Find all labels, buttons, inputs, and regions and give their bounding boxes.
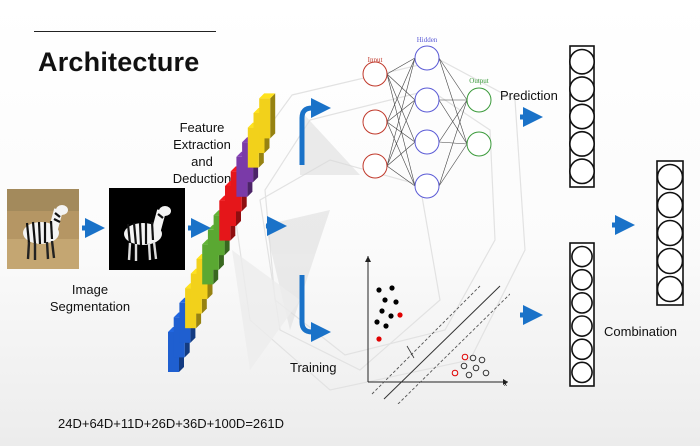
- nn-edge: [438, 57, 468, 145]
- prediction-output-column: [569, 45, 595, 188]
- column-node: [656, 247, 684, 275]
- nn-edge: [386, 57, 416, 75]
- nn-input-title: Input: [368, 56, 383, 64]
- column-node: [569, 103, 595, 130]
- nn-node-output: [466, 131, 492, 157]
- nn-edge: [386, 121, 416, 143]
- nn-edge: [438, 99, 468, 145]
- column-node: [656, 163, 684, 191]
- arrow-up-to-network: [299, 98, 331, 165]
- prediction-label: Prediction: [500, 88, 558, 103]
- slide-title: Architecture: [38, 47, 200, 77]
- dimension-sum-label: 24D+64D+11D+26D+36D+100D=261D: [58, 416, 284, 431]
- column-node: [656, 191, 684, 219]
- nn-edge: [438, 99, 468, 187]
- nn-node-hidden: [414, 45, 440, 71]
- column-node: [656, 275, 684, 303]
- nn-node-output: [466, 87, 492, 113]
- column-node: [569, 76, 595, 103]
- nn-edge: [438, 143, 468, 187]
- column-node: [571, 361, 593, 384]
- nn-node-hidden: [414, 173, 440, 199]
- column-node: [569, 48, 595, 75]
- feature-extraction-line-2: Extraction: [173, 137, 231, 152]
- nn-node-input: [362, 61, 388, 87]
- column-node: [571, 268, 593, 291]
- nn-node-input: [362, 109, 388, 135]
- image-segmentation-line-1: Image: [71, 282, 109, 297]
- nn-edge: [386, 73, 416, 101]
- combination-output-column: [656, 160, 684, 306]
- training-label: Training: [290, 360, 337, 375]
- svm-scatter-diagram: x: [365, 256, 510, 404]
- nn-node-hidden: [414, 129, 440, 155]
- neural-network-diagram: Input Hidden Output: [362, 36, 492, 199]
- nn-edge: [386, 165, 416, 187]
- column-node: [569, 158, 595, 185]
- column-node: [571, 338, 593, 361]
- image-segmentation-label: Image Segmentation: [40, 281, 140, 315]
- feature-extraction-line-4: Deduction: [172, 171, 232, 186]
- feature-extraction-label: Feature Extraction and Deduction: [168, 119, 236, 187]
- feature-extraction-line-1: Feature: [179, 120, 225, 135]
- nn-edge: [386, 73, 416, 187]
- title-rule: [34, 31, 216, 32]
- feature-extraction-line-3: and: [191, 154, 213, 169]
- arrow-down-to-svm: [299, 275, 331, 342]
- nn-edge: [438, 99, 468, 143]
- nn-node-hidden: [414, 87, 440, 113]
- column-node: [571, 245, 593, 268]
- training-output-column: [569, 242, 595, 387]
- feature-block-stack: [168, 93, 276, 372]
- nn-edge: [386, 73, 416, 143]
- nn-output-title: Output: [469, 77, 489, 85]
- feature-block-yellow: [259, 93, 276, 139]
- nn-hidden-title: Hidden: [417, 36, 438, 44]
- combination-label: Combination: [604, 324, 677, 339]
- nn-edge: [386, 141, 416, 167]
- nn-edge: [438, 57, 468, 101]
- nn-edge: [386, 57, 416, 167]
- nn-edge: [386, 57, 416, 123]
- segmented-zebra-image: [109, 188, 185, 270]
- zebra-photo: [7, 189, 79, 269]
- nn-edge: [386, 99, 416, 167]
- nn-node-input: [362, 153, 388, 179]
- image-segmentation-line-2: Segmentation: [49, 299, 131, 314]
- column-node: [571, 292, 593, 314]
- svm-x-axis-mark: x: [504, 382, 507, 388]
- column-node: [656, 219, 684, 247]
- column-node: [569, 130, 595, 157]
- column-node: [571, 315, 593, 337]
